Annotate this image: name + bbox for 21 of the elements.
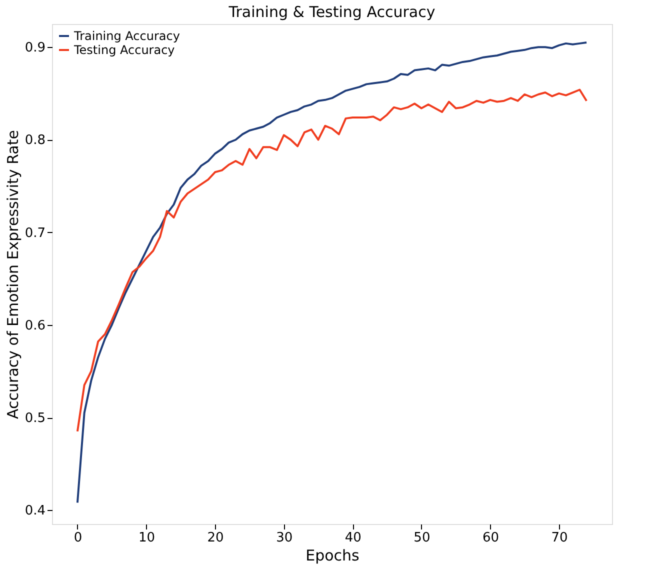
x-tick-label: 10 (138, 530, 156, 546)
chart-title: Training & Testing Accuracy (228, 3, 436, 21)
x-tick-label: 30 (276, 530, 293, 546)
legend-label: Testing Accuracy (73, 43, 175, 57)
x-tick-label: 70 (551, 530, 568, 546)
x-tick-label: 20 (207, 530, 224, 546)
y-tick-label: 0.4 (24, 504, 46, 519)
x-tick-label: 60 (482, 530, 500, 546)
x-tick-label: 40 (344, 530, 362, 546)
y-tick-label: 0.7 (24, 226, 46, 241)
y-tick-label: 0.8 (24, 133, 46, 148)
y-tick-label: 0.5 (24, 411, 46, 426)
line-series (76, 88, 588, 432)
y-tick-label: 0.9 (24, 40, 46, 56)
x-tick-label: 0 (74, 530, 82, 546)
y-axis-title: Accuracy of Emotion Expressivity Rate (4, 130, 22, 419)
line-series (76, 42, 588, 504)
legend-label: Training Accuracy (73, 29, 180, 43)
x-tick-label: 50 (414, 530, 430, 546)
y-tick-label: 0.6 (24, 318, 46, 334)
x-axis-title: Epochs (306, 546, 360, 564)
